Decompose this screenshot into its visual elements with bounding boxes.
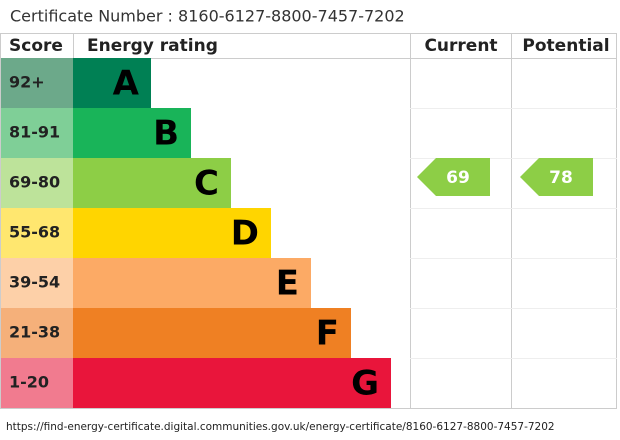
rating-letter: B	[153, 114, 179, 154]
certificate-number: Certificate Number : 8160-6127-8800-7457…	[10, 7, 405, 26]
score-cell	[1, 58, 73, 108]
score-cell	[1, 308, 73, 358]
score-cell	[1, 258, 73, 308]
rating-arrow	[417, 158, 490, 196]
rating-bar	[73, 208, 271, 258]
column-header: Score	[9, 36, 63, 56]
rating-bar	[73, 258, 311, 308]
rating-letter: C	[194, 164, 219, 204]
rating-value: 78	[549, 168, 573, 188]
score-label: 21-38	[9, 323, 60, 342]
score-label: 69-80	[9, 173, 60, 192]
rating-bar	[73, 308, 351, 358]
rating-letter: E	[276, 264, 299, 304]
score-label: 92+	[9, 73, 45, 92]
score-cell	[1, 158, 73, 208]
score-cell	[1, 108, 73, 158]
rating-bar	[73, 358, 391, 408]
rating-bar	[73, 58, 151, 108]
column-header: Current	[424, 36, 497, 56]
footer-url: https://find-energy-certificate.digital.…	[6, 421, 555, 433]
rating-arrow	[520, 158, 593, 196]
rating-letter: A	[113, 64, 140, 104]
score-cell	[1, 358, 73, 408]
score-cell	[1, 208, 73, 258]
rating-value: 69	[446, 168, 470, 188]
rating-letter: F	[316, 314, 339, 354]
score-label: 55-68	[9, 223, 60, 242]
rating-letter: G	[351, 364, 379, 404]
score-label: 39-54	[9, 273, 60, 292]
column-header: Potential	[522, 36, 609, 56]
rating-bar	[73, 158, 231, 208]
column-header: Energy rating	[87, 36, 218, 56]
score-label: 1-20	[9, 373, 49, 392]
rating-letter: D	[231, 214, 259, 254]
rating-bar	[73, 108, 191, 158]
table-frame	[0, 33, 617, 409]
score-label: 81-91	[9, 123, 60, 142]
